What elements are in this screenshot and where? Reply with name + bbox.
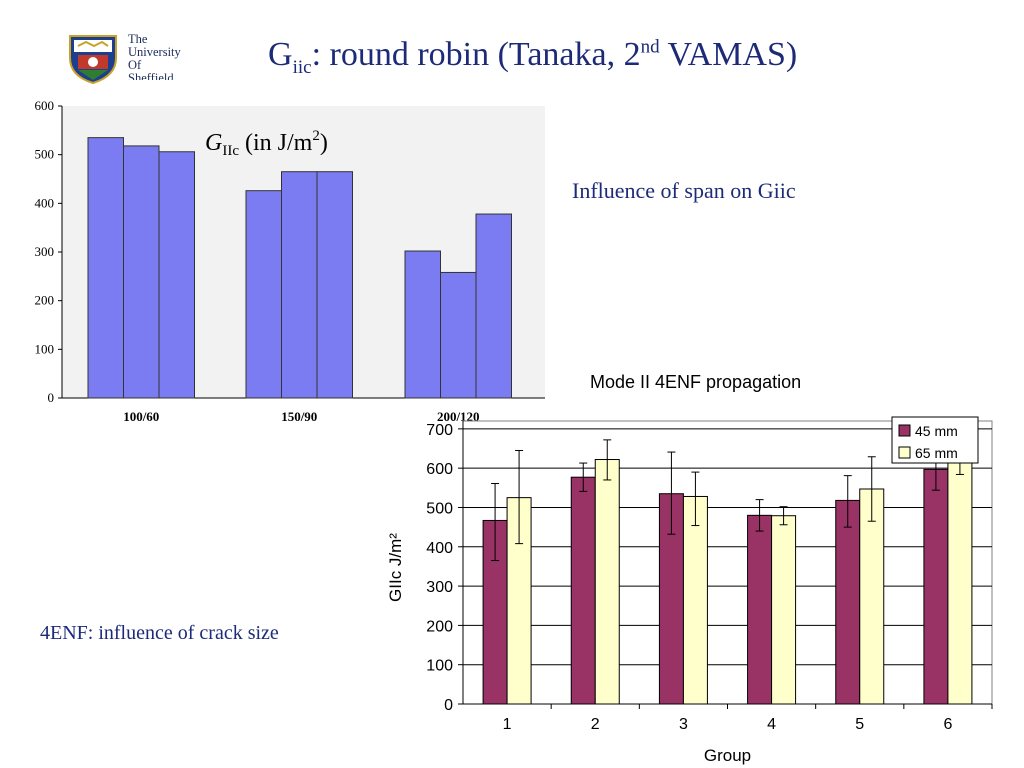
bar [771,515,797,705]
legend: 45 mm 65 mm [891,416,979,464]
university-name: The University Of Sheffield [128,32,181,81]
x-axis-title: Group [704,746,751,765]
bar [747,514,773,705]
y-axis-title: GIIc J/m² [386,533,405,602]
y-tick-label: 0 [48,390,55,405]
y-tick-label: 200 [426,618,453,635]
span-note: Influence of span on Giic [572,178,796,203]
y-tick-label: 300 [35,244,55,259]
y-tick-label: 500 [35,147,55,162]
x-tick-label: 3 [679,716,688,733]
logo-line: Of [128,58,142,72]
title-main: G [268,36,293,73]
y-tick-label: 400 [426,540,453,557]
y-tick-label: 600 [35,98,55,113]
legend-label: 45 mm [915,423,958,439]
bar [440,271,477,399]
title-close: ) [320,130,328,156]
crest-icon [69,35,117,84]
bar [947,448,973,705]
y-tick-label: 0 [444,697,453,714]
university-logo [69,35,117,84]
crack-note: 4ENF: influence of crack size [40,622,279,644]
x-tick-label: 150/90 [281,409,317,424]
y-tick-label: 400 [35,195,55,210]
bar [570,476,596,705]
title-subscript: iic [292,56,312,78]
legend-label: 65 mm [915,445,958,461]
title-superscript: nd [640,36,660,58]
y-tick-label: 500 [426,500,453,517]
chart2-title: Mode II 4ENF propagation [590,372,802,392]
crack-size-bar-chart: 0 100 200 300 400 500 600 700 1 2 3 4 5 6 Group GIIc J/… [386,416,993,765]
legend-swatch [898,424,911,437]
bar [158,151,195,399]
title-unit-superscript: 2 [312,128,320,144]
bar [475,213,512,399]
bar [923,468,949,705]
bar [123,145,160,399]
bar [835,499,861,705]
x-tick-label: 6 [943,716,952,733]
y-tick-label: 600 [426,461,453,478]
slide-title: Giic: round robin (Tanaka, 2nd VAMAS) [268,36,797,79]
logo-line: The [128,32,148,46]
bar [245,190,282,399]
x-tick-label: 2 [591,716,600,733]
x-tick-label: 4 [767,716,776,733]
title-mid: : round robin (Tanaka, 2 [311,36,641,73]
y-tick-label: 100 [35,341,55,356]
bar [316,171,353,399]
title-end: VAMAS) [659,36,798,73]
legend-swatch [898,446,911,459]
x-tick-label: 1 [503,716,512,733]
title-symbol: G [205,130,222,156]
logo-line: University [128,45,181,59]
x-tick-label: 100/60 [123,409,159,424]
y-tick-label: 700 [426,422,453,439]
logo-line: Sheffield [128,72,174,80]
y-tick-label: 200 [35,293,55,308]
y-tick-label: 300 [426,579,453,596]
title-unit: (in J/m [239,130,313,156]
x-tick-label: 5 [855,716,864,733]
span-bar-chart: 0 100 200 300 400 500 600 100/60 150/90 200/120 GI… [35,98,545,424]
bar [404,250,441,399]
title-subscript: IIc [222,143,239,159]
bar [682,495,708,705]
bar [281,171,318,399]
bar [859,488,885,705]
chart1-title: GIIc (in J/m2) [205,128,328,159]
x-tick-label: 200/120 [437,409,480,424]
bar [87,137,124,399]
bar [594,459,620,705]
y-tick-label: 100 [426,658,453,675]
